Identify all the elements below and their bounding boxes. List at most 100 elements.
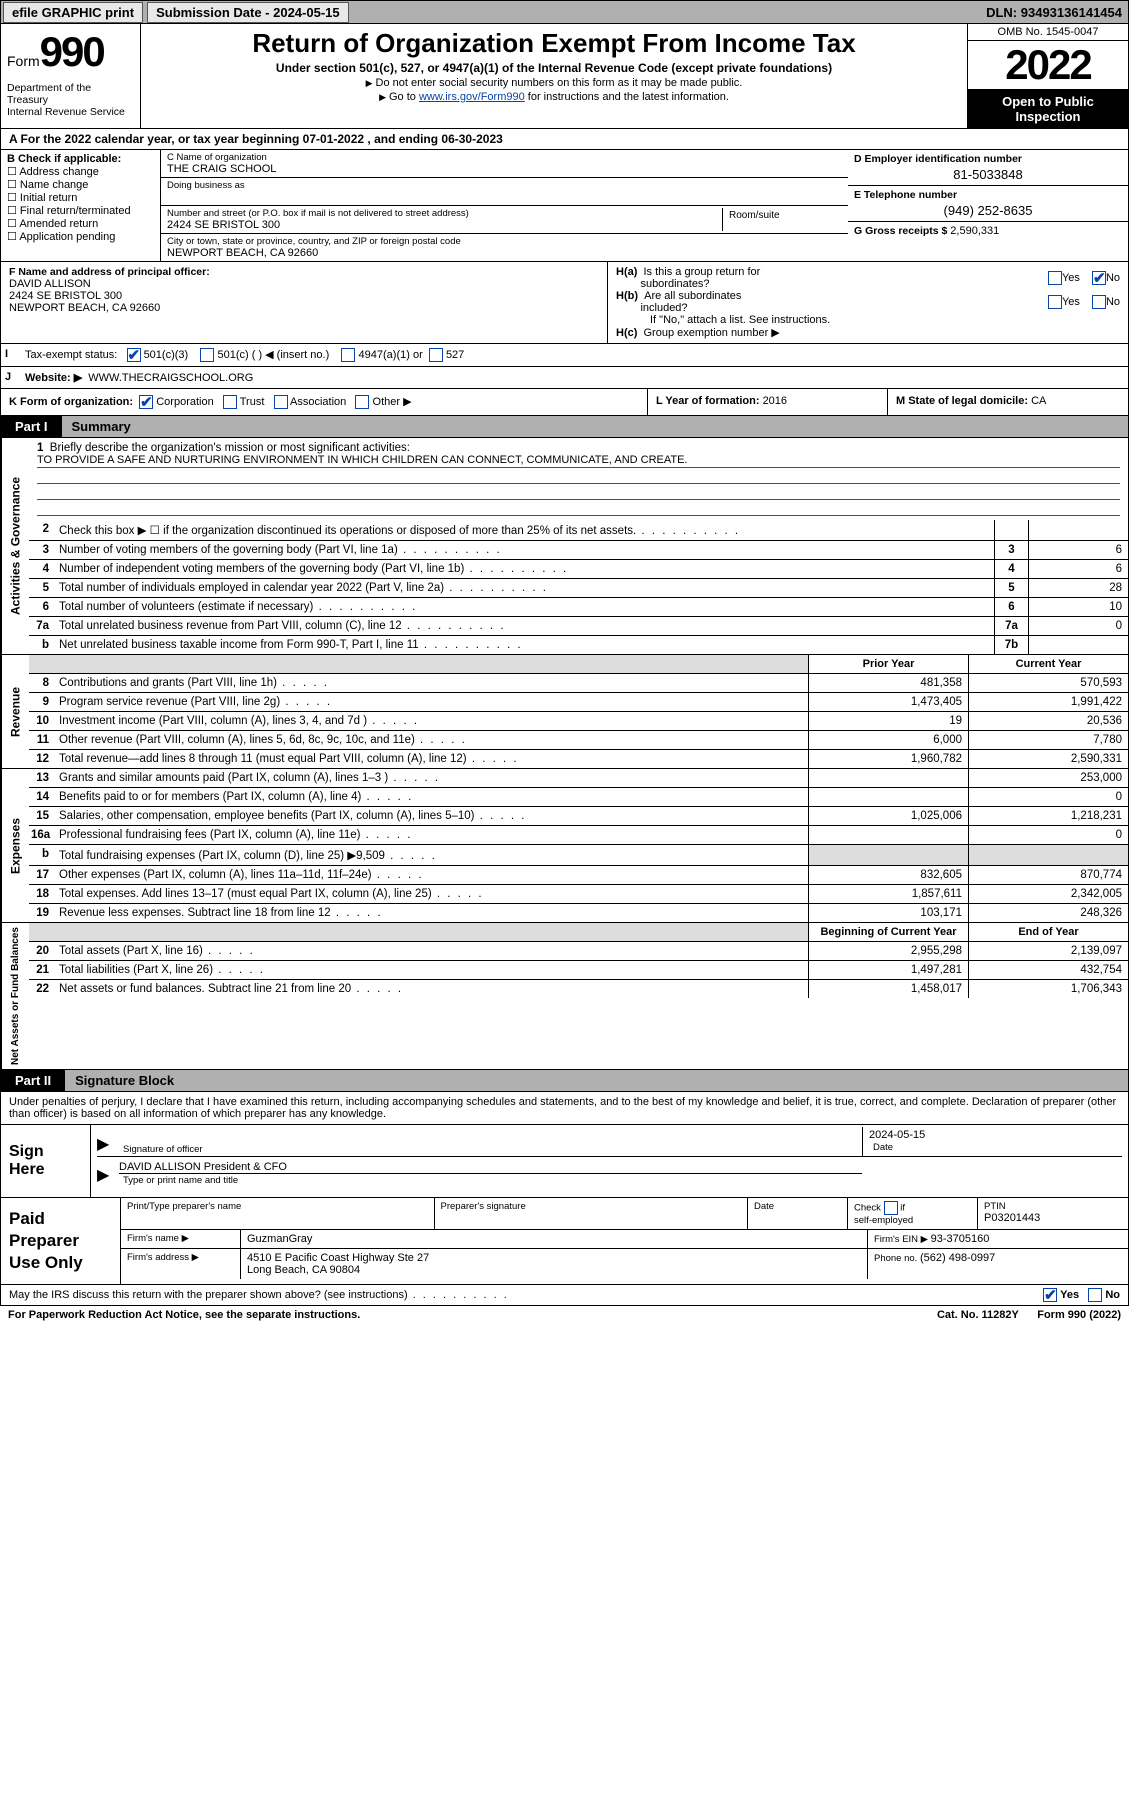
firm-ein: 93-3705160	[931, 1233, 990, 1245]
l-label: L Year of formation:	[656, 395, 763, 407]
i-right-blank	[728, 344, 1128, 366]
k-assoc-checkbox[interactable]	[274, 395, 288, 409]
line-num: 5	[29, 579, 55, 597]
line-val: 0	[1028, 617, 1128, 635]
dba-label: Doing business as	[167, 180, 842, 191]
chk-address-change[interactable]: ☐ Address change	[7, 165, 154, 178]
irs-link[interactable]: www.irs.gov/Form990	[419, 91, 525, 103]
ha-yes-checkbox[interactable]	[1048, 271, 1062, 285]
prior-val: 1,025,006	[808, 807, 968, 825]
line-num: 16a	[29, 826, 55, 844]
ha-no-checkbox[interactable]	[1092, 271, 1106, 285]
mission-block: 1 Briefly describe the organization's mi…	[29, 438, 1128, 520]
sig-arrow-2: ▶	[97, 1165, 119, 1187]
form-footer: Form 990 (2022)	[1037, 1309, 1121, 1321]
part2-header: Part II Signature Block	[0, 1070, 1129, 1092]
firm-addr-label: Firm's address ▶	[121, 1249, 241, 1279]
officer-name: DAVID ALLISON	[9, 278, 599, 290]
paid-preparer-block: Paid Preparer Use Only Print/Type prepar…	[0, 1198, 1129, 1285]
line-desc: Professional fundraising fees (Part IX, …	[55, 826, 808, 844]
signature-intro: Under penalties of perjury, I declare th…	[0, 1092, 1129, 1125]
line-desc: Investment income (Part VIII, column (A)…	[55, 712, 808, 730]
k-other: Other ▶	[373, 396, 412, 408]
fin-line-20: 20 Total assets (Part X, line 16) 2,955,…	[29, 942, 1128, 960]
line-desc: Net unrelated business taxable income fr…	[55, 636, 994, 654]
officer-addr2: NEWPORT BEACH, CA 92660	[9, 302, 599, 314]
sig-line-2: ▶ DAVID ALLISON President & CFO Type or …	[97, 1157, 1122, 1187]
submission-date-value: 2024-05-15	[273, 5, 340, 20]
line-num: 6	[29, 598, 55, 616]
i-501c3-checkbox[interactable]	[127, 348, 141, 362]
prior-val: 1,497,281	[808, 961, 968, 979]
netassets-header: Beginning of Current Year End of Year	[29, 923, 1128, 942]
j-letter: J	[1, 367, 19, 388]
hb-no-checkbox[interactable]	[1092, 295, 1106, 309]
ein-label: D Employer identification number	[854, 153, 1122, 165]
cat-no: Cat. No. 11282Y	[937, 1309, 1019, 1321]
firm-phone: (562) 498-0997	[920, 1252, 995, 1264]
line-desc: Total liabilities (Part X, line 26)	[55, 961, 808, 979]
mission-text: TO PROVIDE A SAFE AND NURTURING ENVIRONM…	[37, 454, 1120, 468]
sig-date-cell: 2024-05-15 Date	[862, 1127, 1122, 1156]
chk-name-change[interactable]: ☐ Name change	[7, 178, 154, 191]
part1-header: Part I Summary	[0, 416, 1129, 438]
line-desc: Number of independent voting members of …	[55, 560, 994, 578]
line-num: 2	[29, 520, 55, 540]
i-row: I Tax-exempt status: 501(c)(3) 501(c) ( …	[0, 344, 1129, 367]
k-corp-checkbox[interactable]	[139, 395, 153, 409]
dba-row: Doing business as	[161, 178, 848, 206]
officer-printed-name: DAVID ALLISON President & CFO	[119, 1161, 287, 1173]
curr-val: 1,218,231	[968, 807, 1128, 825]
self-employed-checkbox[interactable]	[884, 1201, 898, 1215]
prior-val	[808, 845, 968, 865]
k-other-checkbox[interactable]	[355, 395, 369, 409]
firm-addr1: 4510 E Pacific Coast Highway Ste 27	[247, 1252, 429, 1264]
fin-line-16a: 16a Professional fundraising fees (Part …	[29, 825, 1128, 844]
line-desc: Check this box ▶ ☐ if the organization d…	[55, 520, 994, 540]
top-toolbar: efile GRAPHIC print Submission Date - 20…	[0, 0, 1129, 24]
i-content: Tax-exempt status: 501(c)(3) 501(c) ( ) …	[19, 344, 728, 366]
fin-line-12: 12 Total revenue—add lines 8 through 11 …	[29, 749, 1128, 768]
line-num: b	[29, 636, 55, 654]
i-527-checkbox[interactable]	[429, 348, 443, 362]
line-num: 15	[29, 807, 55, 825]
firm-addr: 4510 E Pacific Coast Highway Ste 27Long …	[241, 1249, 868, 1279]
line-desc: Total number of volunteers (estimate if …	[55, 598, 994, 616]
line-num: 8	[29, 674, 55, 692]
hb-yes-checkbox[interactable]	[1048, 295, 1062, 309]
line-a-tax-year: A For the 2022 calendar year, or tax yea…	[0, 129, 1129, 150]
fin-line-14: 14 Benefits paid to or for members (Part…	[29, 787, 1128, 806]
end-year-hdr: End of Year	[968, 923, 1128, 941]
city-value: NEWPORT BEACH, CA 92660	[167, 247, 842, 259]
line-desc: Other expenses (Part IX, column (A), lin…	[55, 866, 808, 884]
i-4947-checkbox[interactable]	[341, 348, 355, 362]
revenue-body: Prior Year Current Year 8 Contributions …	[29, 655, 1128, 768]
lbl-initial-return: Initial return	[20, 192, 77, 204]
curr-val: 0	[968, 788, 1128, 806]
i-501c-checkbox[interactable]	[200, 348, 214, 362]
vlabel-expenses: Expenses	[1, 769, 29, 922]
line-box: 4	[994, 560, 1028, 578]
curr-val: 20,536	[968, 712, 1128, 730]
fin-line-11: 11 Other revenue (Part VIII, column (A),…	[29, 730, 1128, 749]
chk-amended-return[interactable]: ☐ Amended return	[7, 217, 154, 230]
page-footer: For Paperwork Reduction Act Notice, see …	[0, 1306, 1129, 1324]
efile-print-button[interactable]: efile GRAPHIC print	[3, 2, 143, 23]
phone-label: E Telephone number	[854, 189, 1122, 201]
line-desc: Salaries, other compensation, employee b…	[55, 807, 808, 825]
street-row: Number and street (or P.O. box if mail i…	[161, 206, 848, 234]
k-trust-checkbox[interactable]	[223, 395, 237, 409]
k-label: K Form of organization:	[9, 396, 133, 408]
may-yes-checkbox[interactable]	[1043, 1288, 1057, 1302]
sig-date: 2024-05-15	[869, 1129, 1116, 1141]
fin-line-22: 22 Net assets or fund balances. Subtract…	[29, 979, 1128, 998]
chk-application-pending[interactable]: ☐ Application pending	[7, 230, 154, 243]
submission-date-button[interactable]: Submission Date - 2024-05-15	[147, 2, 349, 23]
line-desc: Total revenue—add lines 8 through 11 (mu…	[55, 750, 808, 768]
line-desc: Net assets or fund balances. Subtract li…	[55, 980, 808, 998]
may-no-checkbox[interactable]	[1088, 1288, 1102, 1302]
city-row: City or town, state or province, country…	[161, 234, 848, 261]
chk-final-return[interactable]: ☐ Final return/terminated	[7, 204, 154, 217]
chk-initial-return[interactable]: ☐ Initial return	[7, 191, 154, 204]
fin-line-21: 21 Total liabilities (Part X, line 26) 1…	[29, 960, 1128, 979]
